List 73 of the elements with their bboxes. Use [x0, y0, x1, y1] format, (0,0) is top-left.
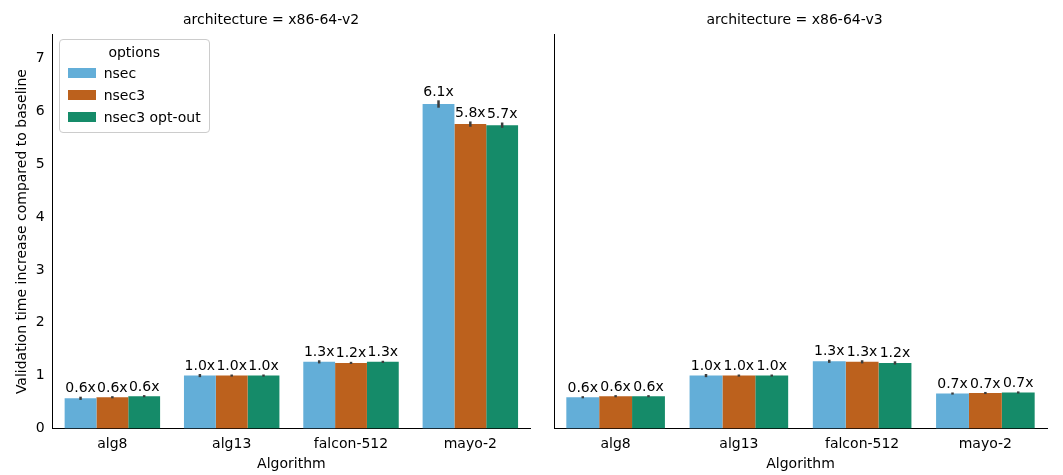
x-tick-label: alg8	[600, 435, 631, 452]
data-label: 0.7x	[1002, 374, 1034, 391]
legend-label: nsec3 opt-out	[103, 108, 201, 125]
data-label: 1.2x	[879, 343, 911, 360]
y-tick-label: 7	[35, 49, 45, 66]
data-label: 1.3x	[303, 342, 335, 359]
chart-title: architecture = x86-64-v2	[182, 11, 360, 28]
y-tick-label: 6	[35, 102, 45, 119]
data-label: 1.3x	[813, 342, 845, 359]
bar	[968, 393, 1002, 429]
data-label: 0.7x	[937, 375, 968, 392]
bar	[722, 375, 756, 429]
data-label: 6.1x	[423, 82, 454, 99]
data-label: 0.6x	[600, 377, 631, 394]
x-tick-label: mayo-2	[958, 435, 1013, 452]
y-tick-label: 2	[35, 313, 45, 330]
x-tick-label: mayo-2	[443, 435, 497, 452]
data-label: 1.0x	[216, 357, 247, 374]
bar	[303, 361, 336, 429]
bar	[128, 396, 161, 429]
bar	[422, 104, 455, 429]
data-label: 1.0x	[184, 356, 216, 373]
bar	[755, 375, 789, 429]
data-label: 5.7x	[486, 105, 518, 122]
y-tick-label: 3	[35, 260, 45, 277]
bar	[247, 375, 280, 429]
data-label: 0.6x	[65, 379, 96, 396]
x-tick-label: falcon-512	[824, 435, 900, 452]
data-label: 1.0x	[723, 357, 755, 374]
bar	[812, 361, 846, 429]
x-tick-label: alg13	[212, 435, 252, 452]
data-label: 1.0x	[690, 356, 722, 373]
bar	[566, 397, 600, 429]
bar	[486, 125, 519, 429]
data-label: 0.6x	[633, 377, 664, 394]
bar	[599, 396, 633, 429]
x-axis-title: Algorithm	[766, 455, 835, 472]
y-tick-label: 5	[35, 154, 45, 171]
bar	[335, 362, 367, 429]
data-label: 0.6x	[128, 377, 160, 394]
bar	[64, 398, 97, 429]
data-label: 1.2x	[335, 344, 367, 361]
data-label: 1.0x	[756, 357, 788, 374]
bar	[366, 361, 399, 429]
data-label: 1.0x	[248, 357, 279, 374]
bar	[845, 361, 879, 429]
chart-title: architecture = x86-64-v3	[706, 11, 883, 28]
legend-label: nsec	[103, 64, 137, 81]
x-tick-label: falcon-512	[313, 435, 389, 452]
data-label: 0.6x	[567, 378, 599, 395]
data-label: 1.3x	[367, 343, 399, 360]
bar	[215, 375, 248, 429]
legend-label: nsec3	[103, 86, 146, 103]
y-tick-label: 4	[35, 207, 45, 224]
bar	[96, 397, 129, 429]
data-label: 1.3x	[846, 342, 878, 359]
legend-title: options	[107, 43, 161, 60]
bar	[183, 375, 216, 429]
bar	[878, 362, 912, 429]
x-tick-label: alg8	[97, 435, 128, 452]
bar	[454, 124, 487, 429]
y-axis-title: Validation time increase compared to baseline	[13, 69, 30, 395]
x-axis-title: Algorithm	[257, 455, 326, 472]
bar	[632, 396, 665, 429]
bar	[1001, 392, 1035, 429]
bar	[689, 375, 723, 429]
bar	[936, 393, 969, 429]
data-label: 0.7x	[970, 374, 1001, 391]
y-tick-label: 1	[35, 366, 45, 383]
data-label: 5.8x	[455, 104, 486, 121]
data-label: 0.6x	[97, 378, 128, 395]
x-tick-label: alg13	[719, 435, 759, 452]
y-tick-label: 0	[35, 419, 45, 436]
